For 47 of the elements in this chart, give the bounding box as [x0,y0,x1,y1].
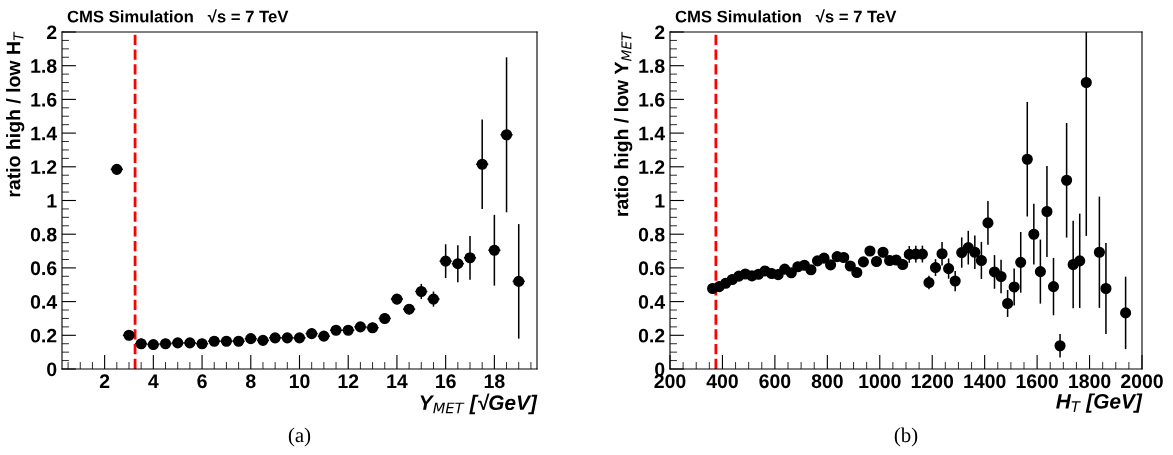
text: (a) [288,427,311,447]
y-tick-label: 1.8 [639,59,665,73]
y-tick-label: 2 [655,25,665,40]
y-tick-label: 0.2 [30,328,57,343]
y-tick-label: 0.6 [30,261,57,276]
y-axis-title: ratio high / low H$_{T}$ [6,31,25,197]
y-tick-label: 1.4 [31,126,58,141]
y-tick-label: 1.2 [31,160,57,174]
x-axis-title: Y$_{MET}$ [√GeV] [420,393,538,415]
x-tick-label: 1000 [859,374,901,389]
x-tick-label: 600 [759,374,791,389]
y-tick-label: 1.6 [31,92,57,107]
x-tick-label: 2 [99,374,110,388]
x-tick-label: 1200 [911,374,954,389]
y-tick-label: 0.8 [638,227,665,242]
chart-title: CMS Simulation √s = 7 TeV [67,9,289,23]
x-tick-label: 2000 [1121,374,1163,389]
x-tick-label: 8 [245,374,256,389]
chart-title: CMS Simulation √s = 7 TeV [675,9,897,23]
y-tick-label: 1.6 [639,92,665,107]
x-axis-title: H$_{T}$ [GeV] [1056,393,1143,413]
x-tick-label: 16 [436,374,456,389]
y-tick-label: 1 [655,194,665,208]
x-tick-label: 800 [811,374,843,389]
y-tick-label: 0.4 [638,295,666,309]
x-tick-label: 12 [338,374,359,388]
x-tick-label: 1600 [1016,374,1058,389]
y-tick-label: 0.8 [30,227,57,242]
y-tick-label: 0.2 [638,328,665,343]
y-tick-label: 1.4 [639,126,666,141]
x-tick-label: 18 [484,374,505,389]
y-tick-label: 1.8 [31,59,57,73]
x-tick-label: 1400 [964,374,1006,389]
x-tick-label: 6 [197,374,207,389]
y-tick-label: 0.4 [30,295,58,309]
x-tick-label: 10 [289,374,310,389]
y-tick-label: 2 [47,25,57,40]
x-tick-label: 1800 [1069,374,1111,389]
y-tick-label: 1.2 [639,160,665,174]
x-tick-label: 400 [706,374,738,389]
x-tick-label: 14 [387,374,408,388]
text: (b) [894,427,918,447]
y-tick-label: 0 [47,362,57,377]
x-tick-label: 4 [148,374,159,388]
y-axis-title: ratio high / low Y$_{MET}$ [614,31,633,216]
y-tick-label: 1 [47,194,57,208]
y-tick-label: 0.6 [638,261,665,276]
